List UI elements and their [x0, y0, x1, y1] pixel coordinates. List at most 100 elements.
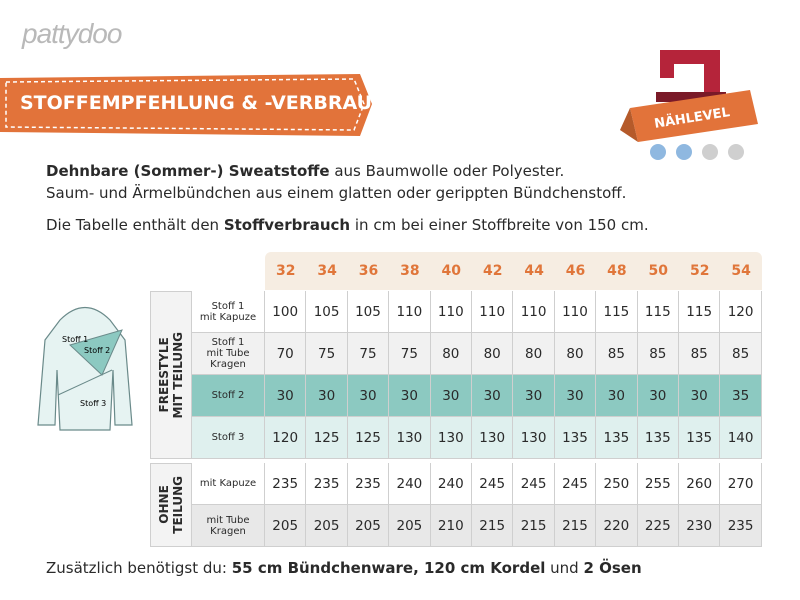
- group-label-cell: OHNE TEILUNG: [150, 463, 192, 547]
- value-cell: 110: [554, 291, 597, 333]
- group-label: OHNE TEILUNG: [157, 476, 185, 534]
- illustration-label: Stoff 3: [80, 399, 106, 408]
- size-header: 40: [441, 263, 462, 279]
- value-cell: 240: [430, 463, 472, 505]
- value-cell: 110: [513, 291, 555, 333]
- value-cell: 245: [513, 463, 555, 505]
- size-header: 52: [689, 263, 710, 279]
- value-cell: 245: [554, 463, 597, 505]
- value-cell: 120: [265, 417, 307, 459]
- value-cell: 30: [265, 375, 307, 417]
- row-label-line: Kragen: [210, 359, 246, 370]
- value-cell: 130: [430, 417, 472, 459]
- footer-text: und: [545, 559, 584, 577]
- value-cell: 135: [679, 417, 721, 459]
- value-cell: 225: [637, 505, 679, 547]
- illustration-label: Stoff 2: [84, 346, 110, 355]
- value-cell: 215: [472, 505, 514, 547]
- intro-line: Saum- und Ärmelbündchen aus einem glatte…: [46, 184, 627, 202]
- intro-text: in cm bei einer Stoffbreite von 150 cm.: [350, 216, 649, 234]
- size-header: 32: [275, 263, 296, 279]
- value-cell: 235: [347, 463, 390, 505]
- hoodie-illustration: Stoff 1 Stoff 2 Stoff 3: [37, 306, 133, 431]
- value-cell: 30: [596, 375, 638, 417]
- value-cell: 205: [265, 505, 307, 547]
- value-cell: 30: [554, 375, 597, 417]
- value-cell: 215: [554, 505, 597, 547]
- intro-line: Die Tabelle enthält den Stoffverbrauch i…: [46, 216, 649, 234]
- row-label: Stoff 1 mit Tube Kragen: [192, 333, 265, 375]
- footer-text: Zusätzlich benötigst du:: [46, 559, 232, 577]
- row-label-line: Stoff 1: [211, 300, 245, 312]
- intro-text: Die Tabelle enthält den: [46, 216, 224, 234]
- group-label-line: TEILUNG: [171, 476, 185, 534]
- size-header: 48: [607, 263, 627, 279]
- value-cell: 205: [306, 505, 348, 547]
- value-cell: 270: [720, 463, 762, 505]
- value-cell: 260: [679, 463, 721, 505]
- row-label: Stoff 1 mit Kapuze: [192, 291, 265, 333]
- row-label-line: Kragen: [210, 525, 246, 537]
- value-cell: 235: [265, 463, 307, 505]
- group-label: FREESTYLE MIT TEILUNG: [157, 332, 185, 418]
- footer: Zusätzlich benötigst du: 55 cm Bündchenw…: [46, 559, 642, 577]
- value-cell: 30: [430, 375, 472, 417]
- intro-text: aus Baumwolle oder Polyester.: [329, 162, 565, 180]
- value-cell: 110: [389, 291, 431, 333]
- illustration-label: Stoff 1: [62, 335, 88, 344]
- value-cell: 85: [596, 333, 638, 375]
- value-cell: 250: [596, 463, 638, 505]
- row-label-line: Stoff 2: [211, 390, 245, 401]
- value-cell: 35: [720, 375, 762, 417]
- row-label-line: Stoff 1: [211, 337, 245, 348]
- value-cell: 105: [306, 291, 348, 333]
- value-cell: 85: [679, 333, 721, 375]
- group-label-cell: FREESTYLE MIT TEILUNG: [150, 291, 192, 459]
- value-cell: 100: [265, 291, 307, 333]
- row-label: Stoff 3: [192, 417, 265, 459]
- value-cell: 245: [472, 463, 514, 505]
- intro-bold: Stoffverbrauch: [223, 216, 351, 234]
- value-cell: 235: [306, 463, 348, 505]
- value-cell: 115: [596, 291, 638, 333]
- value-cell: 110: [472, 291, 514, 333]
- value-cell: 30: [637, 375, 679, 417]
- value-cell: 215: [513, 505, 555, 547]
- size-header: 54: [731, 263, 751, 279]
- intro-line: Dehnbare (Sommer-) Sweatstoffe aus Baumw…: [46, 162, 564, 180]
- value-cell: 80: [513, 333, 555, 375]
- row-label-line: Stoff 3: [211, 432, 245, 443]
- row-label: mit Kapuze: [192, 463, 265, 505]
- value-cell: 240: [389, 463, 431, 505]
- size-header: 38: [400, 263, 420, 279]
- value-cell: 235: [720, 505, 762, 547]
- intro-bold: Dehnbare (Sommer-) Sweatstoffe: [46, 162, 330, 180]
- value-cell: 115: [637, 291, 679, 333]
- group-label-line: MIT TEILUNG: [171, 331, 185, 419]
- value-cell: 30: [347, 375, 390, 417]
- value-cell: 30: [679, 375, 721, 417]
- value-cell: 210: [430, 505, 472, 547]
- value-cell: 85: [637, 333, 679, 375]
- value-cell: 75: [306, 333, 348, 375]
- footer-bold: 2 Ösen: [583, 559, 642, 577]
- value-cell: 110: [430, 291, 472, 333]
- value-cell: 205: [347, 505, 390, 547]
- size-header: 36: [358, 263, 379, 279]
- footer-bold: 55 cm Bündchenware, 120 cm Kordel: [231, 559, 546, 577]
- row-label-line: mit Kapuze: [199, 311, 257, 323]
- size-header: 46: [565, 263, 586, 279]
- value-cell: 85: [720, 333, 762, 375]
- banner-title: STOFFEMPFEHLUNG & -VERBRAUCH: [20, 92, 402, 114]
- skill-badge: NÄHLEVEL: [620, 50, 758, 160]
- value-cell: 80: [472, 333, 514, 375]
- size-header: 42: [482, 263, 503, 279]
- value-cell: 135: [637, 417, 679, 459]
- row-label: Stoff 2: [192, 375, 265, 417]
- value-cell: 230: [679, 505, 721, 547]
- logo: pattydoo: [22, 18, 122, 49]
- header-bg: [265, 252, 762, 290]
- value-cell: 205: [389, 505, 431, 547]
- value-cell: 30: [306, 375, 348, 417]
